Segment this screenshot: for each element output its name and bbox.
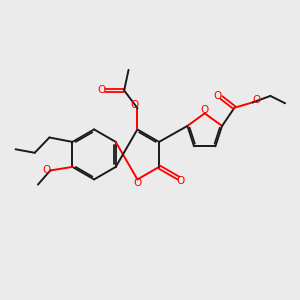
Text: O: O: [130, 100, 139, 110]
Text: O: O: [214, 91, 222, 101]
Text: O: O: [252, 95, 260, 105]
Text: O: O: [133, 178, 142, 188]
Text: O: O: [43, 166, 51, 176]
Text: O: O: [176, 176, 184, 186]
Text: O: O: [98, 85, 106, 95]
Text: O: O: [201, 105, 209, 115]
